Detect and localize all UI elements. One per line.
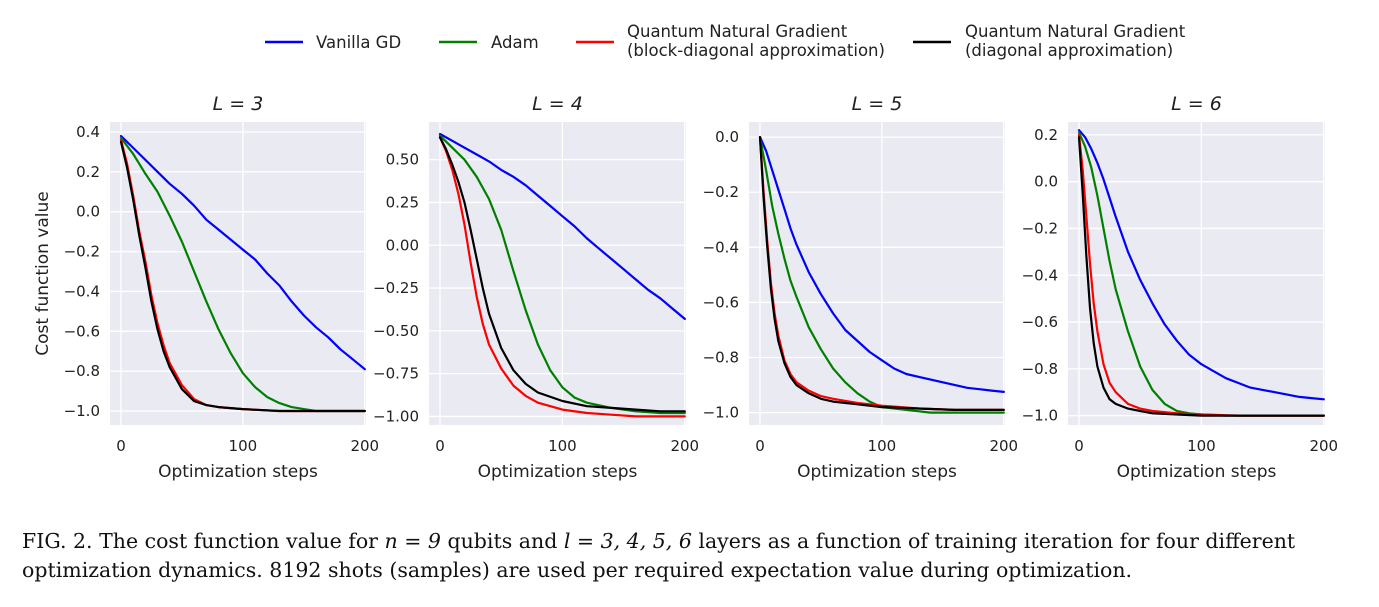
y-tick-label: −1.0	[1022, 407, 1058, 425]
y-tick-label: 0.50	[386, 151, 419, 169]
plot-area	[110, 122, 366, 425]
legend-label: Quantum Natural Gradient	[965, 22, 1186, 41]
caption-math-n: n = 9	[384, 529, 441, 553]
y-tick-label: −0.4	[703, 238, 739, 256]
y-tick-label: −0.8	[1022, 360, 1058, 378]
legend-label: (block-diagonal approximation)	[627, 41, 885, 60]
series-line-vanilla-gd	[758, 136, 1005, 393]
caption-text-a: The cost function value for	[92, 529, 385, 553]
panel-l-3: 0 100 200 0.4 0.2 0.0 −0.2 −0.4 −0.6 −0.8 −1.0 Opti…	[33, 93, 379, 482]
y-tick-label: −0.2	[1022, 219, 1058, 237]
x-tick-label: 0	[755, 437, 765, 455]
y-tick-label: −0.2	[64, 243, 100, 261]
series-line-vanilla-gd	[1077, 129, 1325, 401]
y-tick-label: −0.4	[1022, 266, 1058, 284]
x-tick-label: 200	[350, 437, 379, 455]
y-tick-label: −0.8	[64, 362, 100, 380]
caption-text-c: layers as a function of training iterati…	[22, 529, 1296, 582]
y-tick-label: −0.4	[64, 282, 100, 300]
figure-caption: FIG. 2. The cost function value for n = …	[22, 527, 1357, 585]
x-tick-label: 100	[548, 437, 577, 455]
series-group	[438, 132, 686, 418]
x-tick-label: 100	[229, 437, 258, 455]
series-line-adam	[758, 136, 1005, 414]
series-line-quantum-natural-gradient-diagonal-approximation	[438, 136, 686, 413]
series-line-quantum-natural-gradient-block-diagonal-approximation	[438, 136, 686, 418]
y-tick-label: 0.00	[386, 236, 419, 254]
legend-label: (diagonal approximation)	[965, 41, 1173, 60]
y-tick-label: 0.0	[715, 128, 739, 146]
y-tick-label: 0.0	[1034, 173, 1058, 191]
legend-label: Adam	[491, 33, 539, 52]
y-tick-label: −1.0	[64, 402, 100, 420]
legend-entry-adam: Adam	[439, 33, 539, 52]
y-tick-label: −1.0	[703, 404, 739, 422]
y-tick-label: −0.2	[703, 183, 739, 201]
x-tick-label: 100	[1187, 437, 1216, 455]
caption-text-b: qubits and	[440, 529, 564, 553]
series-group	[119, 134, 366, 413]
panel-l-4: 0 100 200 0.50 0.25 0.00 −0.25 −0.50 −0.75 −1.00 O…	[373, 93, 699, 482]
y-axis-label: Cost function value	[33, 191, 53, 355]
x-axis-label: Optimization steps	[158, 462, 318, 482]
y-tick-label: 0.4	[76, 123, 100, 141]
y-tick-label: 0.2	[1034, 126, 1058, 144]
series-line-vanilla-gd	[438, 132, 686, 320]
x-tick-label: 0	[435, 437, 445, 455]
gridlines	[110, 122, 366, 425]
series-group	[758, 136, 1005, 414]
y-tick-label: −0.25	[373, 279, 419, 297]
series-line-vanilla-gd	[119, 134, 366, 371]
y-tick-label: −0.6	[703, 293, 739, 311]
x-tick-label: 0	[1074, 437, 1084, 455]
x-axis-label: Optimization steps	[478, 462, 638, 482]
x-tick-label: 200	[989, 437, 1018, 455]
panel-title: L = 4	[532, 93, 583, 115]
panel-l-5: 0 100 200 0.0 −0.2 −0.4 −0.6 −0.8 −1.0 Optimizati…	[703, 93, 1019, 482]
caption-label: FIG. 2.	[22, 529, 93, 553]
panel-title: L = 6	[1171, 93, 1222, 115]
x-tick-label: 200	[1309, 437, 1338, 455]
legend-entry-quantum-natural-gradient-diagonal-approximation: Quantum Natural Gradient(diagonal approx…	[913, 22, 1186, 60]
legend-label: Vanilla GD	[316, 33, 401, 52]
y-tick-label: −0.8	[703, 349, 739, 367]
series-group	[1077, 129, 1325, 417]
y-tick-label: 0.0	[76, 203, 100, 221]
caption-math-l: l = 3, 4, 5, 6	[563, 529, 692, 553]
panel-l-6: 0 100 200 0.2 0.0 −0.2 −0.4 −0.6 −0.8 −1.0 Optimiz…	[1022, 93, 1339, 482]
panel-title: L = 5	[852, 93, 903, 115]
y-tick-label: −0.50	[373, 322, 419, 340]
y-tick-label: −0.6	[64, 322, 100, 340]
x-axis-label: Optimization steps	[797, 462, 957, 482]
series-line-quantum-natural-gradient-diagonal-approximation	[1077, 136, 1325, 417]
x-tick-label: 0	[116, 437, 126, 455]
legend-label: Quantum Natural Gradient	[627, 22, 848, 41]
y-tick-label: −0.75	[373, 365, 419, 383]
plot-area	[1068, 122, 1325, 425]
panels: 0 100 200 0.4 0.2 0.0 −0.2 −0.4 −0.6 −0.8 −1.0 Opti…	[33, 93, 1338, 482]
x-axis-label: Optimization steps	[1117, 462, 1277, 482]
y-tick-label: 0.25	[386, 193, 419, 211]
x-tick-label: 100	[868, 437, 897, 455]
y-tick-label: 0.2	[76, 163, 100, 181]
series-line-quantum-natural-gradient-diagonal-approximation	[119, 140, 366, 413]
panel-title: L = 3	[213, 93, 264, 115]
legend-entry-vanilla-gd: Vanilla GD	[265, 33, 401, 52]
y-tick-label: −1.00	[373, 407, 419, 425]
x-tick-label: 200	[670, 437, 699, 455]
legend-entry-quantum-natural-gradient-block-diagonal-approximation: Quantum Natural Gradient(block-diagonal …	[576, 22, 885, 60]
y-tick-label: −0.6	[1022, 313, 1058, 331]
series-line-quantum-natural-gradient-diagonal-approximation	[758, 136, 1005, 411]
gridlines	[429, 122, 686, 425]
